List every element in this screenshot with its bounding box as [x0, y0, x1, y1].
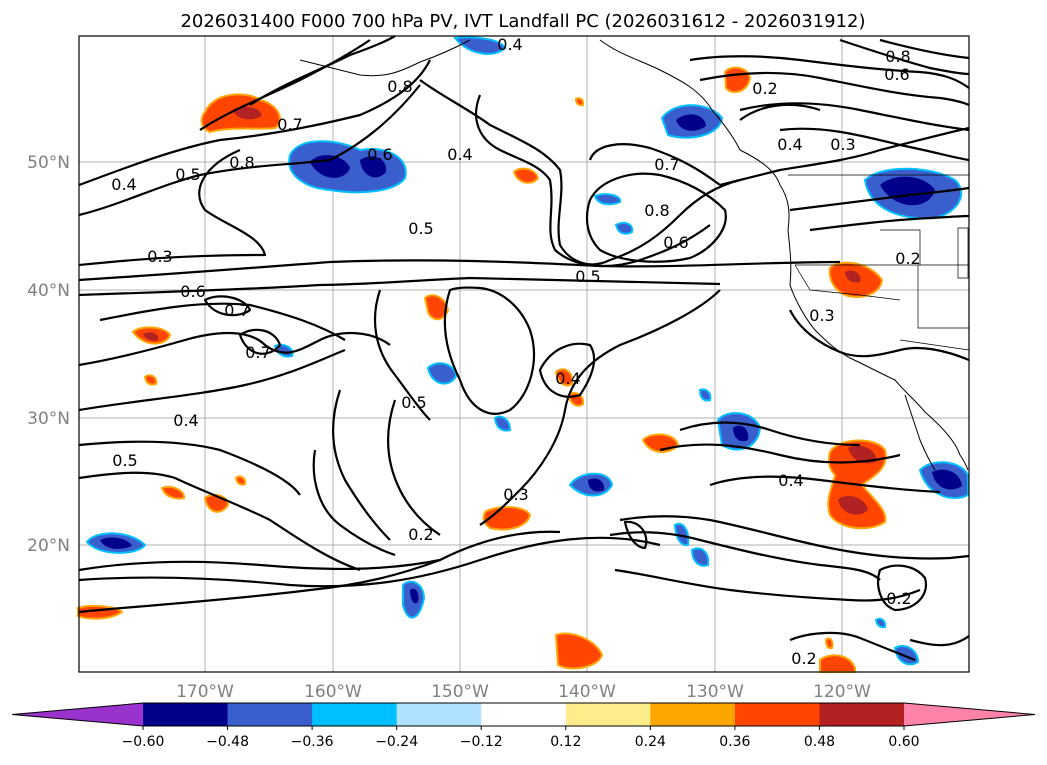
contour-label: 0.2 — [752, 79, 777, 98]
contour-label: 0.7 — [224, 301, 249, 320]
lon-label: 150°W — [431, 682, 489, 702]
pv-positive-anomalies — [77, 66, 887, 673]
contour-label: 0.5 — [408, 219, 433, 238]
contour-labels: 0.8 0.6 0.4 0.8 0.2 0.7 0.4 0.3 0.8 0.6 … — [111, 35, 920, 668]
contour-label: 0.7 — [245, 343, 270, 362]
borders — [788, 174, 970, 351]
lon-label: 120°W — [813, 682, 871, 702]
lon-label: 130°W — [686, 682, 744, 702]
contour-label: 0.2 — [791, 649, 816, 668]
colorbar-segment — [565, 703, 651, 726]
colorbar-tick-label: 0.48 — [804, 734, 835, 750]
latitude-labels: 50°N 40°N 30°N 20°N — [27, 153, 70, 556]
lat-label: 40°N — [27, 281, 70, 301]
contour-label: 0.4 — [777, 135, 802, 154]
colorbar-segment — [481, 703, 567, 726]
colorbar-extend-high — [904, 703, 1035, 726]
colorbar-extend-low — [12, 703, 143, 726]
figure-title: 2026031400 F000 700 hPa PV, IVT Landfall… — [180, 11, 865, 32]
contour-label: 0.2 — [886, 589, 911, 608]
colorbar-segment — [312, 703, 398, 726]
coastlines — [299, 39, 969, 471]
contour-label: 0.7 — [277, 115, 302, 134]
map-frame — [78, 35, 970, 673]
contour-label: 0.5 — [112, 451, 137, 470]
contour-label: 0.4 — [555, 369, 580, 388]
colorbar-tick-label: −0.48 — [206, 734, 249, 750]
contour-label: 0.5 — [401, 393, 426, 412]
contour-label: 0.4 — [447, 145, 472, 164]
contour-label: 0.6 — [180, 282, 205, 301]
lat-label: 50°N — [27, 153, 70, 173]
contour-label: 0.6 — [367, 145, 392, 164]
colorbar-tick-label: 0.12 — [550, 734, 581, 750]
contour-label: 0.8 — [644, 201, 669, 220]
colorbar-tick-label: −0.36 — [291, 734, 334, 750]
colorbar-segment — [227, 703, 313, 726]
colorbar-segment — [143, 703, 229, 726]
contour-label: 0.2 — [895, 249, 920, 268]
contour-label: 0.7 — [654, 155, 679, 174]
lon-label: 160°W — [304, 682, 362, 702]
contour-label: 0.6 — [663, 233, 688, 252]
contour-label: 0.8 — [229, 153, 254, 172]
lon-label: 140°W — [558, 682, 616, 702]
pv-contours — [78, 35, 970, 662]
contour-label: 0.3 — [503, 485, 528, 504]
colorbar-segment — [819, 703, 905, 726]
contour-label: 0.4 — [111, 175, 136, 194]
colorbar-tick-label: 0.24 — [635, 734, 666, 750]
contour-label: 0.8 — [885, 47, 910, 66]
contour-label: 0.8 — [387, 77, 412, 96]
colorbar-segment — [734, 703, 820, 726]
contour-label: 0.3 — [830, 135, 855, 154]
contour-label: 0.5 — [575, 267, 600, 286]
contour-label: 0.4 — [778, 471, 803, 490]
longitude-labels: 170°W 160°W 150°W 140°W 130°W 120°W — [176, 682, 871, 702]
contour-label: 0.3 — [147, 247, 172, 266]
map-panel: 0.8 0.6 0.4 0.8 0.2 0.7 0.4 0.3 0.8 0.6 … — [77, 35, 970, 673]
contour-label: 0.4 — [497, 35, 522, 54]
colorbar-tick-label: −0.24 — [375, 734, 418, 750]
contour-label: 0.5 — [175, 165, 200, 184]
colorbar: −0.60 −0.48 −0.36 −0.24 −0.12 0.12 0.24 0.36 0.4… — [11, 702, 1036, 750]
colorbar-segment — [650, 703, 736, 726]
lon-label: 170°W — [176, 682, 234, 702]
lat-label: 30°N — [27, 409, 70, 429]
contour-label: 0.3 — [809, 306, 834, 325]
colorbar-tick-label: 0.60 — [888, 734, 919, 750]
contour-label: 0.2 — [408, 525, 433, 544]
contour-label: 0.4 — [173, 411, 198, 430]
lat-label: 20°N — [27, 536, 70, 556]
contour-label: 0.6 — [884, 65, 909, 84]
colorbar-tick-label: −0.12 — [460, 734, 503, 750]
colorbar-tick-label: 0.36 — [719, 734, 750, 750]
colorbar-segment — [396, 703, 482, 726]
colorbar-tick-label: −0.60 — [122, 734, 165, 750]
